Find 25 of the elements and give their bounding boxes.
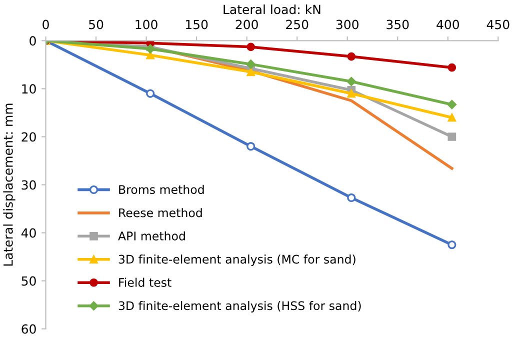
y-tick-label: 60 [22,324,36,334]
x-tick-label: 350 [386,20,409,30]
legend-label: 3D finite-element analysis (MC for sand) [118,254,356,266]
x-tick-label: 250 [286,20,308,30]
x-axis-title: Lateral load: kN [224,4,320,14]
legend-label: Reese method [119,208,202,218]
x-tick-label: 200 [236,20,258,30]
y-tick-label: 0 [30,36,36,46]
legend-label: Field test [119,278,172,287]
legend-label: Broms method [119,184,204,194]
x-tick-label: 400 [436,20,459,30]
x-tick-label: 50 [89,20,104,30]
x-tick-label: 300 [336,20,358,30]
y-tick-label: 40 [21,228,36,238]
y-tick-label: 10 [22,84,36,94]
y-tick-label: 50 [22,276,36,286]
y-axis-title: Lateral displacement: mm [3,104,16,266]
legend-label: API method [118,231,185,240]
x-tick-label: 100 [136,20,158,30]
legend-label: 3D finite-element analysis (HSS for sand) [118,301,361,312]
y-tick-label: 20 [22,132,36,142]
x-tick-label: 150 [186,20,208,30]
x-tick-label: 450 [486,20,510,30]
x-tick-label: 0 [42,20,49,30]
y-tick-label: 30 [22,180,36,190]
